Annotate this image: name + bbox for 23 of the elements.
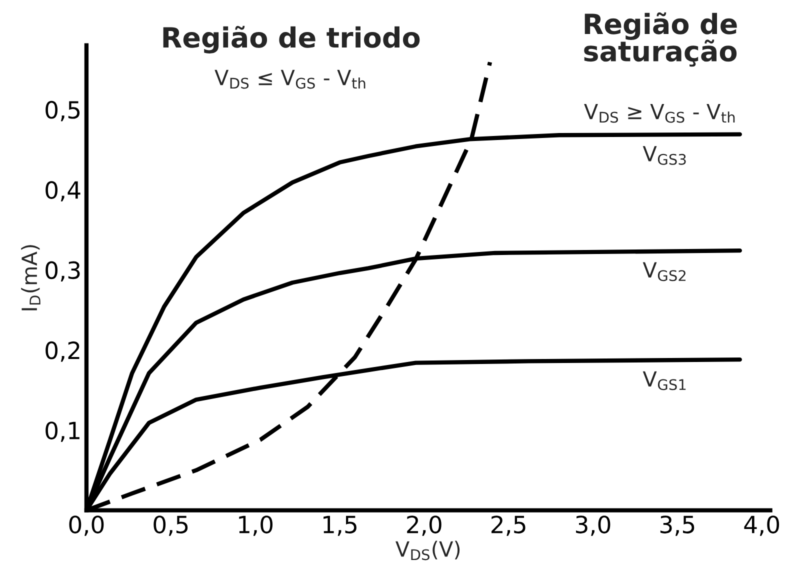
x-tick-label: 3,5 — [660, 516, 694, 536]
x-tick-label: 3,0 — [576, 516, 610, 536]
x-axis-title: V$_{DS}$(V) — [396, 540, 460, 560]
y-tick-label: 0,2 — [46, 341, 80, 362]
annotation: V$_{DS}$ ≤ V$_{GS}$ - V$_{th}$ — [214, 70, 366, 89]
x-tick-label: 2,5 — [492, 516, 526, 536]
series-label: V$_{GS2}$ — [642, 262, 686, 282]
x-tick-label: 0,5 — [154, 516, 188, 536]
y-axis-title: I$_{D}$(mA) — [21, 245, 40, 310]
annotation: Região de saturação — [584, 12, 737, 67]
x-tick-label: 1,5 — [324, 516, 356, 536]
y-tick-label: 0,3 — [46, 261, 80, 282]
y-tick-label: 0,5 — [46, 100, 80, 122]
annotation: Região de triodo — [163, 26, 420, 54]
series-label: V$_{GS1}$ — [642, 371, 686, 390]
x-tick-label: 1,0 — [239, 516, 273, 536]
y-tick-label: 0,4 — [46, 181, 80, 202]
y-tick-label: 0,1 — [46, 422, 80, 442]
x-tick-label: 0,0 — [69, 516, 104, 536]
x-tick-label: 2,0 — [407, 516, 442, 536]
x-tick-label: 4,0 — [744, 516, 780, 536]
series-label: V$_{GS3}$ — [642, 146, 686, 165]
annotation: V$_{DS}$ ≥ V$_{GS}$ - V$_{th}$ — [584, 104, 735, 123]
